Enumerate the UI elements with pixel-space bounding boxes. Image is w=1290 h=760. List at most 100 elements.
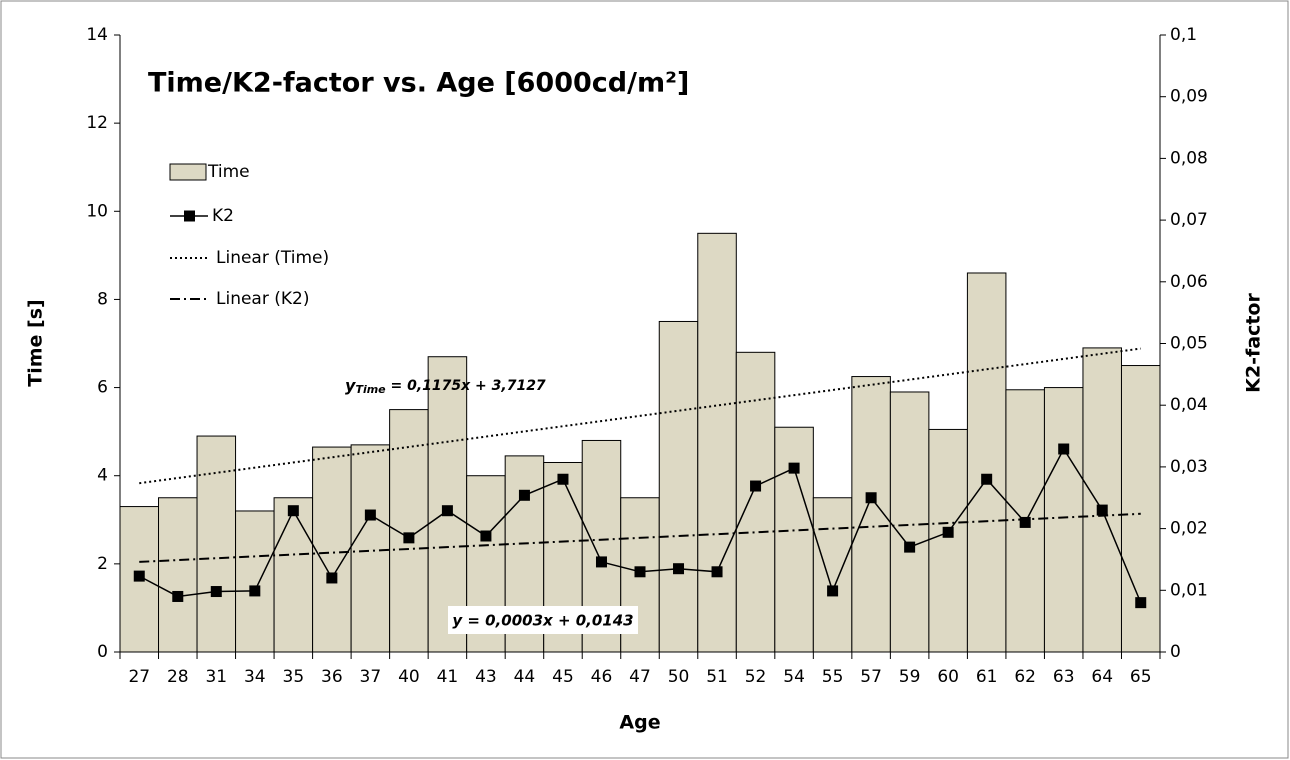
bar bbox=[196, 435, 237, 653]
x-tick-label: 43 bbox=[475, 667, 497, 687]
line-marker bbox=[673, 563, 685, 575]
x-tick-label: 52 bbox=[745, 667, 767, 687]
bar bbox=[1082, 347, 1122, 653]
bar bbox=[312, 446, 352, 653]
bar bbox=[774, 426, 814, 653]
x-tick-label: 40 bbox=[398, 667, 420, 687]
bar bbox=[427, 356, 468, 653]
x-tick-label: 37 bbox=[360, 667, 382, 687]
line-marker bbox=[1058, 443, 1070, 455]
y2-tick-label: 0,1 bbox=[1170, 25, 1197, 45]
line-marker bbox=[441, 505, 453, 517]
y-tick-label: 6 bbox=[97, 378, 108, 398]
bar bbox=[350, 444, 391, 653]
bar bbox=[158, 497, 198, 653]
legend-label: Time bbox=[207, 162, 250, 182]
x-tick-label: 60 bbox=[937, 667, 959, 687]
x-tick-label: 57 bbox=[860, 667, 882, 687]
equation-background bbox=[448, 606, 638, 634]
line-marker bbox=[480, 530, 492, 542]
y-tick-label: 2 bbox=[97, 554, 108, 574]
x-tick-label: 36 bbox=[321, 667, 343, 687]
y-tick-label: 8 bbox=[97, 289, 108, 309]
y-tick-label: 14 bbox=[86, 25, 108, 45]
line-marker bbox=[788, 462, 800, 474]
line-marker bbox=[750, 480, 762, 492]
line-marker bbox=[595, 556, 607, 568]
bar bbox=[928, 428, 968, 653]
line-marker bbox=[1019, 516, 1031, 528]
bar bbox=[658, 320, 699, 653]
line-marker bbox=[865, 492, 877, 504]
x-tick-label: 64 bbox=[1091, 667, 1113, 687]
x-tick-label: 55 bbox=[822, 667, 844, 687]
line-marker bbox=[172, 590, 184, 602]
line-marker bbox=[827, 585, 839, 597]
x-tick-label: 65 bbox=[1130, 667, 1152, 687]
line-marker bbox=[403, 532, 415, 544]
legend-label: K2 bbox=[212, 206, 234, 226]
x-tick-label: 63 bbox=[1053, 667, 1075, 687]
line-marker bbox=[364, 509, 376, 521]
y2-tick-label: 0,07 bbox=[1170, 210, 1208, 230]
bar bbox=[812, 497, 853, 653]
bar bbox=[697, 232, 737, 653]
legend-swatch bbox=[184, 210, 195, 222]
legend-label: Linear (K2) bbox=[216, 289, 309, 309]
y-tick-label: 10 bbox=[86, 201, 108, 221]
x-tick-label: 28 bbox=[167, 667, 189, 687]
line-marker bbox=[981, 473, 993, 485]
legend-swatch bbox=[169, 163, 207, 181]
y2-tick-label: 0,05 bbox=[1170, 334, 1208, 354]
x-tick-label: 62 bbox=[1014, 667, 1036, 687]
x-axis-title: Age bbox=[619, 712, 660, 734]
x-tick-label: 35 bbox=[283, 667, 305, 687]
x-tick-label: 54 bbox=[783, 667, 805, 687]
y2-tick-label: 0,02 bbox=[1170, 519, 1208, 539]
bar bbox=[889, 391, 930, 653]
x-tick-label: 31 bbox=[205, 667, 227, 687]
x-tick-label: 61 bbox=[976, 667, 998, 687]
y2-tick-label: 0,08 bbox=[1170, 148, 1208, 168]
line-marker bbox=[711, 566, 723, 578]
trendline-equation: yTime = 0,1175x + 3,7127 bbox=[345, 376, 546, 397]
line-marker bbox=[249, 585, 261, 597]
x-tick-label: 44 bbox=[514, 667, 536, 687]
bar bbox=[735, 351, 776, 653]
y-tick-label: 0 bbox=[97, 642, 108, 662]
y2-tick-label: 0,01 bbox=[1170, 580, 1208, 600]
bar bbox=[1120, 365, 1161, 653]
y-tick-label: 4 bbox=[97, 466, 108, 486]
x-tick-label: 45 bbox=[552, 667, 574, 687]
y2-tick-label: 0,06 bbox=[1170, 272, 1208, 292]
equation-text: = 0,1175x + 3,7127 bbox=[386, 378, 546, 394]
line-marker bbox=[210, 586, 222, 598]
line-marker bbox=[904, 541, 916, 553]
x-tick-label: 27 bbox=[128, 667, 150, 687]
x-tick-label: 46 bbox=[591, 667, 613, 687]
y2-axis-title: K2-factor bbox=[1243, 293, 1265, 393]
line-marker bbox=[634, 566, 646, 578]
equation-y: y bbox=[345, 376, 356, 395]
equation-subscript: Time bbox=[355, 383, 386, 396]
bar bbox=[966, 272, 1007, 653]
line-marker bbox=[326, 572, 338, 584]
line-marker bbox=[1135, 597, 1147, 609]
y-tick-label: 12 bbox=[86, 113, 108, 133]
bar bbox=[1043, 387, 1084, 653]
y2-tick-label: 0,09 bbox=[1170, 87, 1208, 107]
y2-tick-label: 0 bbox=[1170, 642, 1181, 662]
bar bbox=[235, 510, 275, 653]
y-axis-title: Time [s] bbox=[25, 299, 47, 386]
chart-title: Time/K2-factor vs. Age [6000cd/m²] bbox=[148, 68, 689, 99]
trendline-equation: y = 0,0003x + 0,0143 bbox=[452, 612, 633, 630]
line-marker bbox=[557, 473, 569, 485]
line-marker bbox=[1096, 504, 1108, 516]
x-tick-label: 34 bbox=[244, 667, 266, 687]
bar bbox=[273, 497, 314, 653]
x-tick-label: 50 bbox=[668, 667, 690, 687]
y2-tick-label: 0,04 bbox=[1170, 395, 1208, 415]
y2-tick-label: 0,03 bbox=[1170, 457, 1208, 477]
